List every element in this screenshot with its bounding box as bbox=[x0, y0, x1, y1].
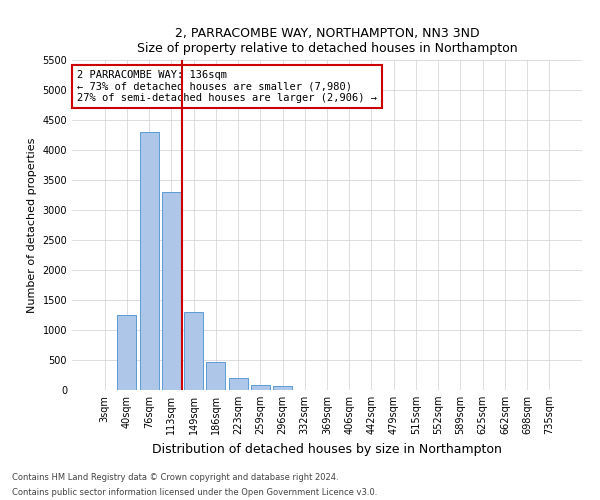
Bar bbox=[251, 384, 270, 390]
Text: Contains public sector information licensed under the Open Government Licence v3: Contains public sector information licen… bbox=[12, 488, 377, 497]
Bar bbox=[162, 192, 181, 390]
Bar bbox=[118, 315, 136, 390]
Bar bbox=[229, 378, 248, 390]
Bar bbox=[140, 132, 158, 390]
Text: Contains HM Land Registry data © Crown copyright and database right 2024.: Contains HM Land Registry data © Crown c… bbox=[12, 473, 338, 482]
Bar bbox=[206, 362, 225, 390]
X-axis label: Distribution of detached houses by size in Northampton: Distribution of detached houses by size … bbox=[152, 442, 502, 456]
Y-axis label: Number of detached properties: Number of detached properties bbox=[27, 138, 37, 312]
Title: 2, PARRACOMBE WAY, NORTHAMPTON, NN3 3ND
Size of property relative to detached ho: 2, PARRACOMBE WAY, NORTHAMPTON, NN3 3ND … bbox=[137, 26, 517, 54]
Text: 2 PARRACOMBE WAY: 136sqm
← 73% of detached houses are smaller (7,980)
27% of sem: 2 PARRACOMBE WAY: 136sqm ← 73% of detach… bbox=[77, 70, 377, 103]
Bar bbox=[273, 386, 292, 390]
Bar bbox=[184, 312, 203, 390]
